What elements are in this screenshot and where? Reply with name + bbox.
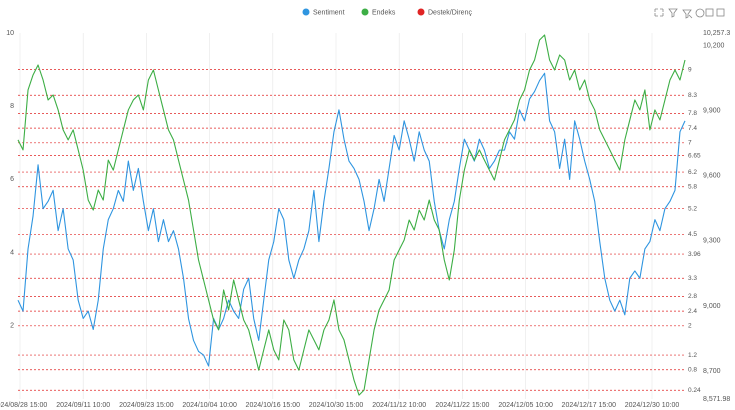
level-label: 2.8 <box>688 293 697 300</box>
y-tick-label: 2 <box>10 323 14 330</box>
legend-label: Endeks <box>372 9 396 16</box>
x-tick-label: 2024/10/16 15:00 <box>246 402 301 409</box>
y2-tick-label: 10,257.3 <box>703 30 730 37</box>
restore-icon[interactable] <box>695 8 705 18</box>
x-tick-label: 2024/12/05 10:00 <box>498 402 553 409</box>
zoom-icon[interactable] <box>654 8 664 17</box>
level-label: 9 <box>688 66 692 73</box>
level-label: 2 <box>688 323 692 330</box>
y2-tick-label: 8,571.98 <box>703 396 730 403</box>
legend-label: Sentiment <box>313 9 345 16</box>
y2-tick-label: 8,700 <box>703 368 721 375</box>
y-tick-label: 6 <box>10 176 14 183</box>
level-label: 6.2 <box>688 169 697 176</box>
y-tick-label: 8 <box>10 103 14 110</box>
level-label: 5.8 <box>688 183 697 190</box>
zoom-reset-icon[interactable] <box>668 8 678 18</box>
level-label: 2.4 <box>688 308 697 315</box>
level-label: 6.65 <box>688 152 701 159</box>
series-line <box>17 34 686 396</box>
level-label: 4.5 <box>688 231 697 238</box>
legend-marker <box>302 8 310 16</box>
level-label: 0.8 <box>688 366 697 373</box>
save-icon[interactable] <box>716 8 725 17</box>
legend-marker <box>417 8 425 16</box>
y2-tick-label: 9,600 <box>703 173 721 180</box>
level-label: 0.24 <box>688 387 701 394</box>
level-label: 3.96 <box>688 251 701 258</box>
series-line <box>17 72 686 367</box>
x-tick-label: 2024/12/30 10:00 <box>625 402 680 409</box>
level-label: 1.2 <box>688 352 697 359</box>
y2-tick-label: 10,200 <box>703 42 725 49</box>
y-tick-label: 10 <box>6 30 14 37</box>
legend-label: Destek/Direnç <box>428 9 472 16</box>
level-label: 5.2 <box>688 205 697 212</box>
level-label: 7.8 <box>688 110 697 117</box>
y2-tick-label: 9,900 <box>703 107 721 114</box>
x-tick-label: 2024/08/28 15:00 <box>0 402 47 409</box>
x-tick-label: 2024/10/04 10:00 <box>182 402 237 409</box>
x-tick-label: 2024/09/23 15:00 <box>119 402 174 409</box>
y2-tick-label: 9,300 <box>703 238 721 245</box>
x-tick-label: 2024/10/30 15:00 <box>309 402 364 409</box>
y2-tick-label: 9,000 <box>703 303 721 310</box>
y-tick-label: 4 <box>10 249 14 256</box>
level-label: 3.3 <box>688 275 697 282</box>
level-label: 8.3 <box>688 92 697 99</box>
data-view-icon[interactable] <box>705 8 714 17</box>
legend-marker <box>361 8 369 16</box>
x-tick-label: 2024/09/11 10:00 <box>56 402 110 409</box>
x-tick-label: 2024/12/17 15:00 <box>562 402 617 409</box>
brush-icon[interactable] <box>682 9 693 19</box>
level-label: 7.4 <box>688 125 697 132</box>
x-tick-label: 2024/11/12 10:00 <box>372 402 426 409</box>
x-tick-label: 2024/11/22 15:00 <box>435 402 489 409</box>
toolbox[interactable] <box>654 8 725 19</box>
level-label: 7 <box>688 140 692 147</box>
